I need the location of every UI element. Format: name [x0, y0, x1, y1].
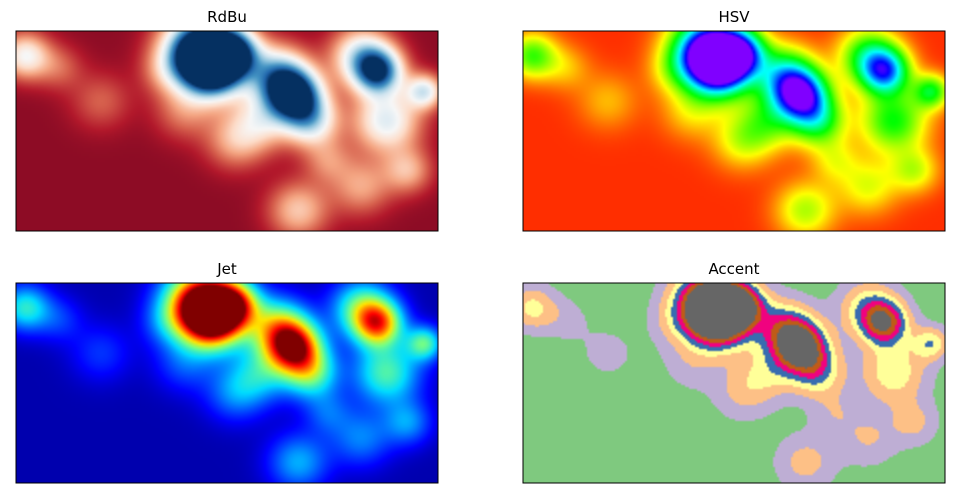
panel-title-jet: Jet	[216, 260, 237, 278]
heatmap-rdbu	[16, 31, 438, 231]
panel-jet: Jet	[15, 260, 439, 484]
panel-title-accent: Accent	[708, 260, 759, 278]
axes-frame-accent	[522, 282, 946, 484]
axes-frame-jet	[15, 282, 439, 484]
heatmap-jet	[16, 283, 438, 483]
panel-accent: Accent	[522, 260, 946, 484]
heatmap-accent	[523, 283, 945, 483]
axes-frame-rdbu	[15, 30, 439, 232]
heatmap-hsv	[523, 31, 945, 231]
panel-hsv: HSV	[522, 8, 946, 232]
panel-title-hsv: HSV	[718, 8, 750, 26]
panel-title-rdbu: RdBu	[207, 8, 247, 26]
axes-frame-hsv	[522, 30, 946, 232]
panel-rdbu: RdBu	[15, 8, 439, 232]
